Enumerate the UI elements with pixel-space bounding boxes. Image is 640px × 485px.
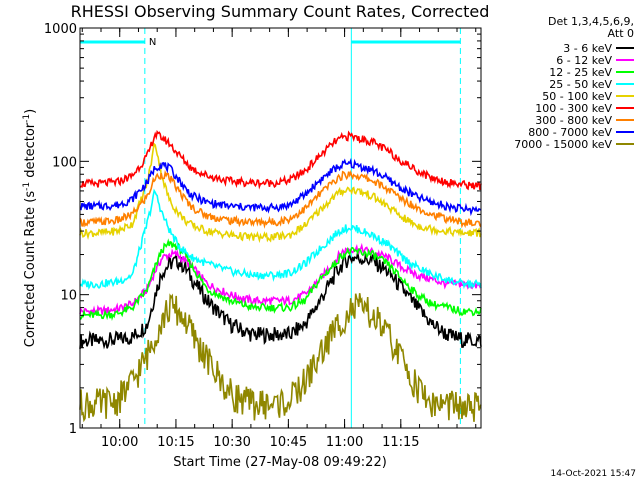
x-axis-label: Start Time (27-May-08 09:49:22) [173,455,387,470]
y-axis-label-prefix: Corrected Count Rate (s [23,191,38,348]
y-axis-label-suffix: ) [23,109,38,114]
attenuator-marker-label: N [149,37,156,48]
x-tick-label: 11:00 [326,435,363,450]
plot-frame [79,27,482,429]
series-line-4 [79,188,482,291]
series-line-5 [79,142,482,244]
legend-label-6: 100 - 300 keV [535,102,612,115]
legend-label-7: 300 - 800 keV [535,114,612,127]
legend-label-1: 3 - 6 keV [563,42,612,55]
legend-label-5: 50 - 100 keV [542,90,612,103]
legend-label-3: 12 - 25 keV [549,66,612,79]
series-line-8 [79,157,482,217]
y-axis-label-sup1: -1 [22,182,32,191]
series-line-3 [79,238,482,321]
legend-header-line-1: Det 1,3,4,5,6,9, [548,15,634,28]
y-tick-label: 10 [60,289,77,304]
series-line-1 [79,252,482,350]
legend-label-2: 6 - 12 keV [556,54,612,67]
series-line-7 [79,169,482,229]
x-tick-label: 10:45 [270,435,307,450]
legend-label-8: 800 - 7000 keV [528,126,612,139]
y-tick-label: 1000 [44,22,77,37]
series-line-6 [79,129,482,191]
legend-header-line-2: Att 0 [608,27,634,40]
chart-title: RHESSI Observing Summary Count Rates, Co… [71,2,490,21]
y-axis-label-mid: detector [23,122,38,182]
x-tick-label: 11:15 [382,435,419,450]
generation-timestamp: 14-Oct-2021 15:47 [551,469,636,479]
y-tick-label: 100 [52,155,77,170]
y-axis-label-sup2: -1 [22,114,32,123]
series-line-9 [79,293,482,423]
plot-area: N [79,28,482,428]
x-tick-label: 10:00 [101,435,138,450]
series-line-2 [79,242,482,316]
y-tick-label: 1 [69,422,77,437]
legend-label-4: 25 - 50 keV [549,78,612,91]
x-tick-label: 10:30 [213,435,250,450]
legend-label-9: 7000 - 15000 keV [514,138,612,151]
y-axis-ticks: 1 10 100 1000 [44,22,481,437]
y-axis-label: Corrected Count Rate (s-1 detector-1) [22,109,38,347]
x-axis-ticks: 10:00 10:15 10:30 10:45 11:00 11:15 [81,28,477,450]
x-tick-label: 10:15 [157,435,194,450]
